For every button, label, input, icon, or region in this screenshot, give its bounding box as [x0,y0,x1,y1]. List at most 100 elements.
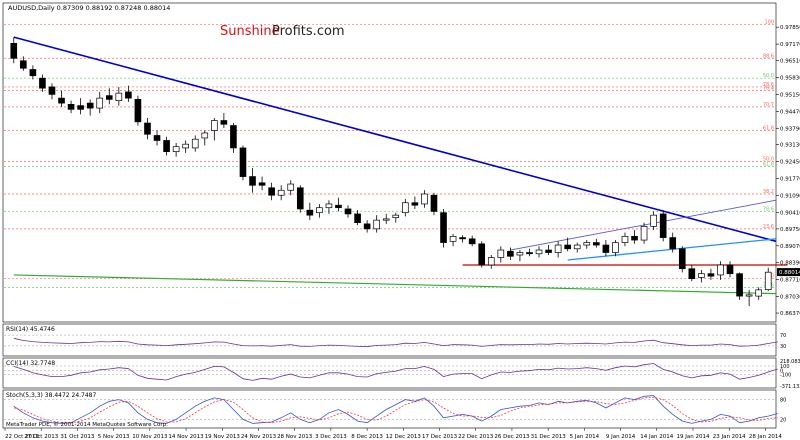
bearish-candle [526,252,533,255]
bullish-candle [201,132,209,139]
bearish-candle [707,273,715,277]
bearish-candle [363,223,371,230]
bearish-candle [153,135,161,141]
date-tick-label: 19 Nov 2013 [205,434,241,440]
date-tick-label: 19 Jan 2014 [677,434,710,440]
bearish-candle [29,69,37,77]
bullish-candle [612,242,619,253]
fib-level-label: 78.6 [763,82,774,88]
bullish-candle [755,289,762,297]
cci-pane-frame [2,357,777,389]
bullish-candle [621,235,629,243]
bullish-candle [373,219,380,230]
fib-level-label: 76.4 [763,86,774,92]
date-tick-label: 22 Dec 2013 [458,434,494,440]
stoch-pane: 80 20 [4,395,786,424]
bearish-candle [86,102,94,109]
current-price-box [777,268,800,277]
indicator-tick-label: 20 [780,417,786,423]
bearish-candle [20,60,27,69]
bearish-candle [564,244,571,250]
indicator-tick-label: 218.0839 [780,359,800,365]
bearish-candle [440,212,447,243]
bullish-candle [382,218,390,221]
fib-level-label: 50.0 [763,73,774,79]
bullish-candle [650,214,657,227]
date-tick-label: 5 Nov 2013 [98,434,130,440]
bearish-candle [430,194,438,212]
indicator-tick-label: -100 [780,372,791,378]
bearish-candle [48,86,56,95]
signal-line [13,396,778,424]
bullish-candle [497,249,505,258]
bullish-candle [421,193,428,205]
bearish-candle [306,209,314,216]
date-tick-label: 14 Nov 2013 [168,434,204,440]
bullish-candle [96,97,104,109]
bullish-candle [325,203,333,209]
brand-sunshine: Sunshine [220,24,280,39]
stoch-pane-frame [2,389,777,429]
bearish-candle [67,104,75,110]
date-tick-label: 28 Jan 2014 [749,434,782,440]
bullish-candle [211,120,218,131]
current-price-label: 0.88014 [779,270,800,276]
bearish-candle [134,99,142,123]
fib-level-label: 100 [764,20,774,26]
bearish-candle [77,105,84,110]
date-tick-label: 28 Nov 2013 [277,434,313,440]
bullish-candle [640,226,648,241]
bullish-candle [554,244,562,253]
support-line-green [13,274,777,295]
bullish-candle [583,242,591,246]
cci-title: CCI(14) 32.7748 [6,360,55,367]
bearish-candle [411,202,419,206]
fib-level-label: 78.6 [763,206,774,212]
bearish-candle [631,235,638,241]
bullish-candle [115,92,123,101]
bearish-candle [507,250,514,257]
date-tick-label: 31 Dec 2013 [531,434,567,440]
stoch-title: Stoch(5,3,3) 38.4472 24.7487 [6,392,97,399]
bearish-candle [239,147,247,177]
indicator-tick-label: 100 [780,364,790,370]
bullish-candle [191,138,199,149]
fib-level-label: 61.8 [763,126,774,132]
bearish-candle [593,242,600,246]
CCI(14)-line [13,363,778,381]
bearish-candle [58,97,65,104]
bearish-candle [468,238,476,245]
bearish-candle [602,244,610,253]
bullish-candle [277,189,285,196]
bearish-candle [344,208,352,215]
fib-level-label: 23.6 [763,224,774,230]
bullish-candle [745,294,753,297]
bearish-candle [220,120,228,125]
bearish-candle [39,77,46,89]
bullish-candle [717,264,724,276]
bearish-candle [105,95,113,100]
indicator-tick-label: 80 [780,398,786,404]
date-tick-label: 24 Nov 2013 [241,434,277,440]
bearish-candle [459,237,466,240]
bearish-candle [125,91,132,99]
bullish-candle [392,214,400,219]
fib-level-label: 88.6 [763,53,774,59]
bullish-candle [182,143,189,149]
date-tick-label: 31 Oct 2013 [60,434,95,440]
